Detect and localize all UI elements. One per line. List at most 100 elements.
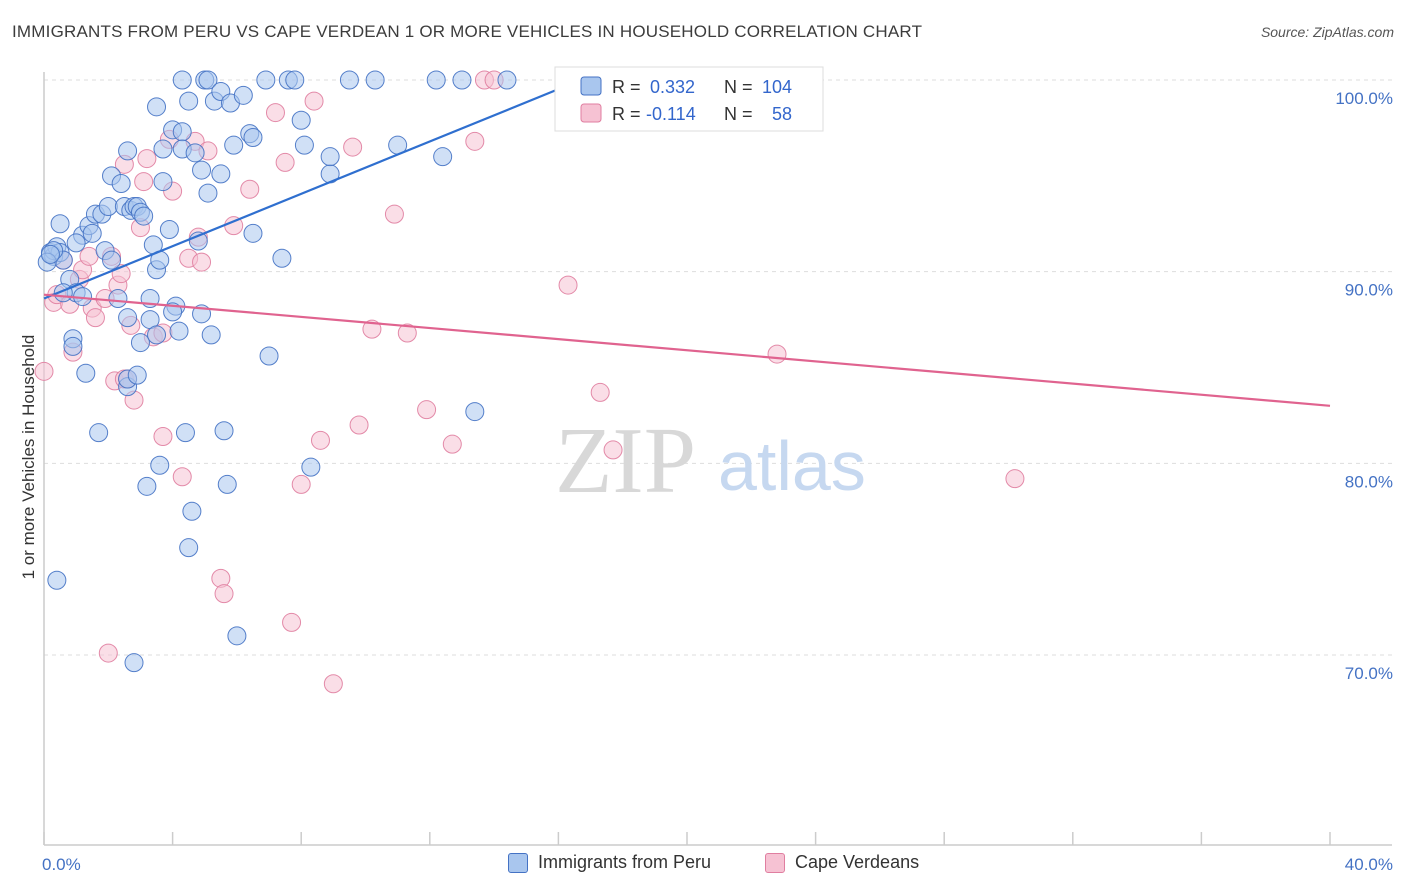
peru-point [63,336,83,356]
peru-point [182,501,202,521]
legend-n-value-peru: 104 [762,77,792,97]
x-tick-label: 0.0% [42,855,81,874]
series-legend: Immigrants from Peru Cape Verdeans [0,852,1406,878]
peru-point [243,128,263,147]
cape-verdean-point [34,361,54,381]
cape-verdean-point [397,323,417,343]
trend-lines [43,78,1331,407]
y-tick-label: 80.0% [1345,472,1393,491]
cape-verdean-point [442,434,462,454]
peru-point [214,421,234,441]
cape-verdean-point [98,643,118,663]
peru-point [179,91,199,111]
cape-verdean-point [1005,469,1025,489]
cape-verdean-point [265,103,285,123]
y-axis-label: 1 or more Vehicles in Household [19,335,38,580]
cape-verdean-point [172,467,192,487]
correlation-legend: R = 0.332 N = 104 R = -0.114 N = 58 [554,66,824,132]
peru-point [172,70,192,90]
cape-verdeans-trend-line [43,293,1331,407]
watermark-atlas: atlas [718,427,866,505]
peru-point [291,110,311,130]
peru-point [433,147,453,167]
peru-point [320,147,340,167]
legend-n-value-cape-verdeans: 58 [772,104,792,124]
cape-verdean-point [282,612,302,632]
peru-point [118,141,138,161]
peru-point [179,538,199,558]
x-tick-label: 40.0% [1345,855,1393,874]
peru-point [124,653,144,673]
peru-point [163,302,183,322]
peru-point [339,70,359,90]
peru-point [40,244,60,264]
cape-verdean-point [137,149,157,169]
peru-point [256,70,276,90]
cape-verdean-point [192,252,212,272]
cape-verdean-point [558,275,578,295]
peru-point [153,139,173,159]
peru-point [259,346,279,366]
peru-point [98,197,118,216]
peru-point [243,223,263,243]
peru-point [153,172,173,192]
watermark-zip: ZIP [555,409,696,513]
peru-point [294,135,314,155]
cape-verdean-point [291,474,311,494]
peru-point [497,70,517,90]
series-legend-cape-verdeans: Cape Verdeans [765,852,919,873]
cape-verdean-point [603,440,623,460]
legend-r-label-cape-verdeans: R = [612,104,641,124]
peru-point [134,206,154,226]
legend-swatch-cape-verdeans [580,103,602,123]
cape-verdean-point [134,172,154,192]
series-swatch-peru [508,852,528,873]
peru-point [227,626,247,646]
peru-point [172,122,192,142]
y-tick-label: 70.0% [1345,664,1393,683]
peru-point [147,325,167,345]
peru-point [198,70,218,90]
peru-point [175,423,195,443]
peru-point [147,97,167,117]
peru-point [50,214,70,234]
peru-point [185,143,205,163]
peru-point [137,476,157,496]
cape-verdean-point [465,131,485,151]
series-swatch-cape-verdeans [765,852,785,873]
cape-verdean-point [153,427,173,446]
peru-point [130,333,150,353]
peru-point [426,70,446,90]
y-tick-label: 100.0% [1335,89,1393,108]
cape-verdean-point [590,382,610,402]
x-tick-labels: 0.0% 40.0% [42,855,1393,874]
peru-point [192,160,212,180]
series-label-peru: Immigrants from Peru [538,852,712,872]
peru-point [150,455,170,475]
cape-verdean-point [304,91,324,111]
peru-point [272,248,292,268]
peru-point [76,363,96,383]
source-credit: Source: ZipAtlas.com [1260,24,1394,40]
x-ticks [43,832,1331,845]
peru-point [127,365,147,385]
series-label-cape-verdeans: Cape Verdeans [795,852,920,872]
cape-verdean-point [79,246,99,266]
series-legend-peru: Immigrants from Peru [508,852,711,873]
peru-point [118,308,138,328]
cape-verdean-point [417,400,437,420]
cape-verdean-point [362,319,382,339]
peru-point [82,223,102,243]
peru-point [66,233,86,253]
legend-r-value-peru: 0.332 [650,77,695,97]
cape-verdean-point [85,308,105,328]
cape-verdean-point [240,179,260,199]
peru-point [89,423,109,443]
peru-point [217,474,237,494]
peru-point [102,250,122,270]
peru-point [465,402,485,422]
peru-point [169,321,189,341]
gridlines [44,79,1392,656]
y-tick-label: 90.0% [1345,281,1393,300]
